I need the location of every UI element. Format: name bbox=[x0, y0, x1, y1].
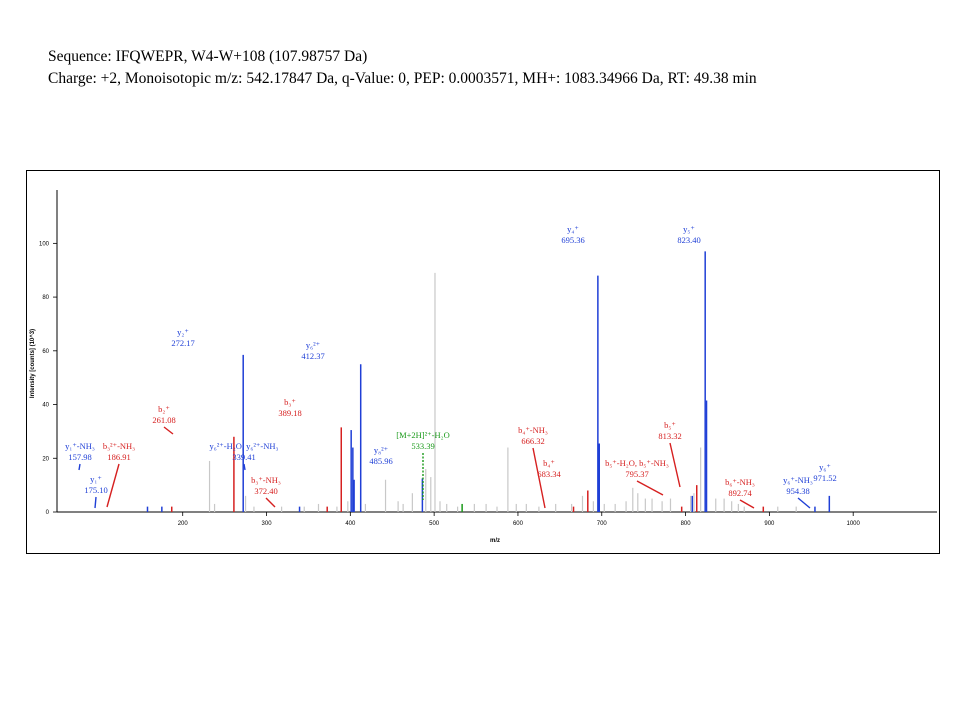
x-tick-label: 200 bbox=[178, 521, 189, 527]
leader-line bbox=[532, 447, 546, 509]
ion-mz: 666.32 bbox=[521, 436, 544, 446]
ion-mz: 412.37 bbox=[301, 351, 324, 361]
ion-name: b₄⁺-NH₃ bbox=[518, 425, 548, 435]
ion-mz: 971.52 bbox=[813, 473, 836, 483]
x-tick-label: 700 bbox=[597, 521, 608, 527]
y-tick-label: 60 bbox=[42, 349, 49, 355]
ion-name: y₁⁺ bbox=[90, 474, 102, 484]
ion-mz: 695.36 bbox=[561, 235, 584, 245]
x-tick-label: 1000 bbox=[847, 521, 861, 527]
ion-name: y₅⁺ bbox=[683, 224, 695, 234]
ion-name: y₈²⁺ bbox=[374, 445, 389, 455]
b-ion-label: b₅⁺813.32 bbox=[658, 420, 682, 488]
ion-mz: 892.74 bbox=[728, 488, 752, 498]
x-tick-label: 800 bbox=[681, 521, 692, 527]
spectrum-frame bbox=[26, 170, 940, 554]
x-axis-title: m/z bbox=[490, 538, 500, 544]
ion-name: y₆²⁺-H₂O, y₆²⁺-NH₃ bbox=[210, 441, 279, 451]
sequence-line: Sequence: IFQWEPR, W4-W+108 (107.98757 D… bbox=[48, 48, 368, 65]
b-ion-label: b₄⁺683.34 bbox=[537, 458, 561, 479]
y-ion-label: y₅⁺823.40 bbox=[677, 224, 700, 245]
ion-name: y₆²⁺ bbox=[306, 340, 321, 350]
b-ion-label: b₂⁺261.08 bbox=[152, 404, 176, 435]
leader-line bbox=[669, 442, 681, 488]
x-tick-label: 900 bbox=[764, 521, 775, 527]
ion-name: y₁⁺-NH₃ bbox=[65, 441, 95, 451]
y-ion-label: y₂⁺272.17 bbox=[171, 327, 194, 348]
ion-mz: 372.40 bbox=[254, 486, 277, 496]
x-tick-label: 300 bbox=[262, 521, 273, 527]
ion-mz: 339.41 bbox=[232, 452, 255, 462]
ion-mz: 954.38 bbox=[786, 486, 809, 496]
leader-line bbox=[243, 463, 246, 471]
ion-mz: 261.08 bbox=[152, 415, 175, 425]
spectrum-header: Sequence: IFQWEPR, W4-W+108 (107.98757 D… bbox=[48, 46, 757, 90]
ion-name: b₆⁺-NH₃ bbox=[725, 477, 755, 487]
b-ion-label: b₃⁺389.18 bbox=[278, 397, 301, 418]
y-tick-label: 80 bbox=[42, 295, 49, 301]
x-tick-label: 400 bbox=[345, 521, 356, 527]
leader-line bbox=[78, 463, 81, 471]
ion-name: b₅⁺-H₂O, b₅⁺-NH₃ bbox=[605, 458, 669, 468]
ion-name: b₃⁺ bbox=[284, 397, 296, 407]
ion-name: b₂⁺ bbox=[158, 404, 170, 414]
ion-name: y₂⁺ bbox=[177, 327, 189, 337]
y-ion-label: y₆⁺971.52 bbox=[813, 462, 836, 483]
ion-mz: 533.39 bbox=[411, 441, 434, 451]
y-ion-label: y₄⁺695.36 bbox=[561, 224, 584, 245]
unannotated-peaks bbox=[208, 272, 797, 512]
leader-line bbox=[739, 499, 755, 509]
y-tick-label: 20 bbox=[42, 456, 49, 462]
ion-name: y₆⁺-NH₃ bbox=[783, 475, 813, 485]
ion-mz: 175.10 bbox=[84, 485, 107, 495]
leader-line bbox=[163, 426, 174, 435]
y-tick-label: 0 bbox=[46, 510, 50, 516]
ion-mz: 683.34 bbox=[537, 469, 561, 479]
ion-mz: 823.40 bbox=[677, 235, 700, 245]
ion-mz: 186.91 bbox=[107, 452, 130, 462]
leader-line bbox=[106, 463, 120, 508]
ion-name: b₅⁺ bbox=[664, 420, 676, 430]
ion-mz: 485.96 bbox=[369, 456, 392, 466]
leader-line bbox=[636, 480, 664, 496]
ion-mz: 389.18 bbox=[278, 408, 301, 418]
y-tick-label: 100 bbox=[39, 241, 50, 247]
peak-annotations: y₁⁺-NH₃157.98y₁⁺175.10b₃²⁺-NH₃186.91b₂⁺2… bbox=[65, 224, 837, 509]
y-ion-label: y₁⁺175.10 bbox=[84, 474, 108, 509]
ion-mz: 795.37 bbox=[625, 469, 648, 479]
x-tick-label: 600 bbox=[513, 521, 524, 527]
y-ion-label: y₆²⁺412.37 bbox=[301, 340, 324, 361]
ion-name: y₆⁺ bbox=[819, 462, 831, 472]
ion-mz: 272.17 bbox=[171, 338, 194, 348]
ion-name: [M+2H]²⁺-H₂O bbox=[396, 430, 450, 440]
leader-line bbox=[797, 497, 811, 509]
y-axis-title: Intensity [counts] (10^3) bbox=[30, 329, 36, 398]
y-ion-label: y₈²⁺485.96 bbox=[369, 445, 392, 466]
x-tick-label: 500 bbox=[429, 521, 440, 527]
annotated-peaks bbox=[146, 251, 831, 512]
y-tick-label: 40 bbox=[42, 403, 49, 409]
ion-name: b₃⁺-NH₃ bbox=[251, 475, 281, 485]
ion-mz: 813.32 bbox=[658, 431, 681, 441]
ion-name: y₄⁺ bbox=[567, 224, 579, 234]
ion-mz: 157.98 bbox=[68, 452, 91, 462]
charge-line: Charge: +2, Monoisotopic m/z: 542.17847 … bbox=[48, 70, 757, 87]
ion-name: b₃²⁺-NH₃ bbox=[103, 441, 135, 451]
ion-name: b₄⁺ bbox=[543, 458, 555, 468]
leader-line bbox=[94, 496, 97, 509]
leader-line bbox=[265, 497, 276, 508]
